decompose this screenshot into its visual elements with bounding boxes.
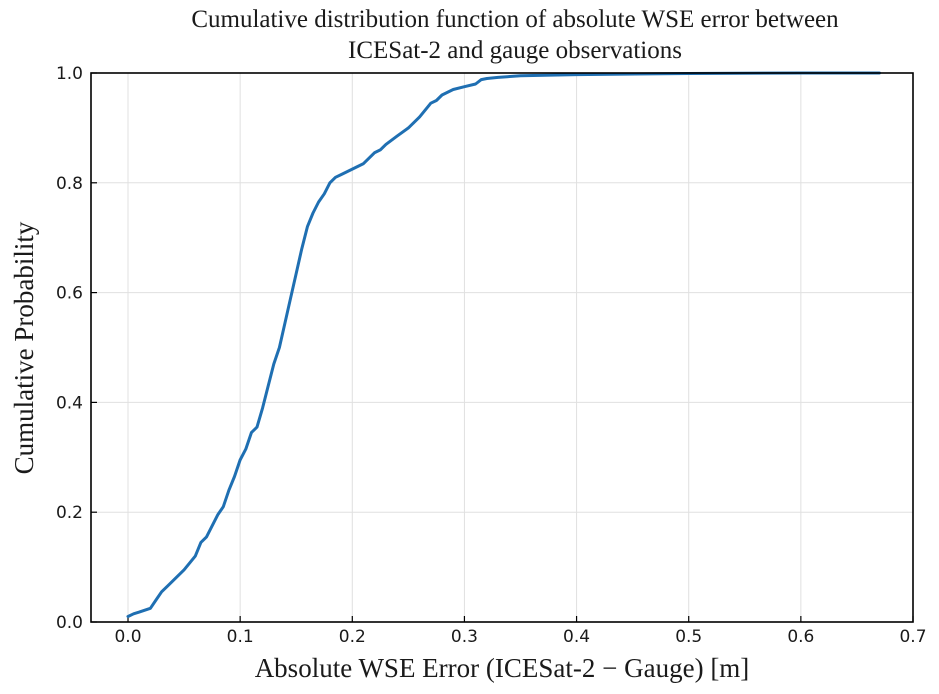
grid xyxy=(91,72,914,623)
x-tick-label: 0.1 xyxy=(227,627,254,647)
y-tick-label: 0.2 xyxy=(56,503,83,523)
y-tick-label: 0.6 xyxy=(56,284,83,304)
x-tick-label: 0.3 xyxy=(451,627,478,647)
y-axis-label: Cumulative Probability xyxy=(9,221,39,474)
x-tick-label: 0.7 xyxy=(899,627,926,647)
chart-title-line-2: ICESat-2 and gauge observations xyxy=(348,37,682,64)
plot-frame xyxy=(90,72,914,623)
x-tick-label: 0.4 xyxy=(563,627,590,647)
y-tick-label: 0.8 xyxy=(56,174,83,194)
chart-title-line-1: Cumulative distribution function of abso… xyxy=(191,6,839,33)
y-tick-label: 0.0 xyxy=(56,613,83,633)
x-axis-label: Absolute WSE Error (ICESat-2 − Gauge) [m… xyxy=(255,653,750,683)
x-tick-label: 0.2 xyxy=(339,627,366,647)
y-tick-label: 0.4 xyxy=(56,393,83,413)
y-tick-label: 1.0 xyxy=(56,64,83,84)
axis-ticks: 0.0 0.1 0.2 0.3 0.4 0.5 0.6 0.7 0.0 0.2 0.4 0.6 0.8 1… xyxy=(56,64,927,647)
plot-area xyxy=(126,71,881,618)
x-tick-label: 0.6 xyxy=(787,627,814,647)
cdf-series-line xyxy=(126,71,881,618)
x-tick-label: 0.0 xyxy=(114,627,141,647)
x-tick-label: 0.5 xyxy=(675,627,702,647)
